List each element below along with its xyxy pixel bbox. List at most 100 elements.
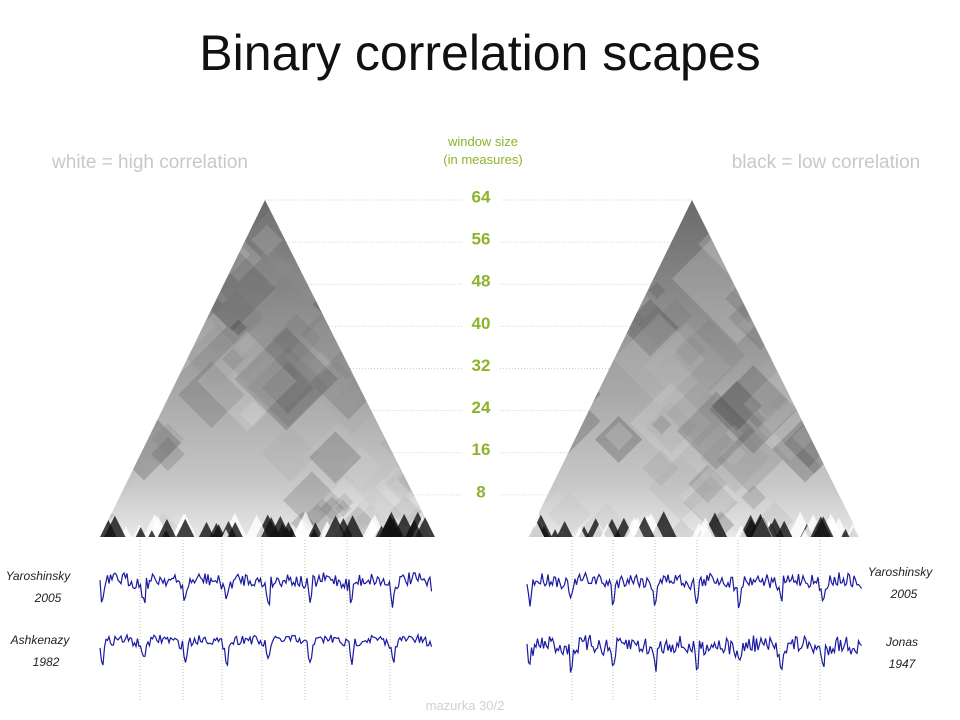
tick-label: 16 — [472, 440, 491, 459]
legend-right: black = low correlation — [732, 152, 921, 173]
texture — [380, 517, 401, 537]
texture — [688, 464, 727, 503]
texture — [221, 529, 230, 537]
footer: mazurka 30/2 — [426, 698, 505, 713]
texture — [157, 518, 176, 537]
texture — [169, 278, 210, 320]
year: 1982 — [33, 655, 60, 669]
texture — [659, 299, 692, 332]
tick-label: 40 — [472, 314, 491, 333]
texture — [247, 346, 329, 428]
texture — [231, 319, 328, 416]
ticks: 64 56 48 40 32 24 16 8 — [462, 186, 500, 505]
texture — [672, 318, 746, 392]
texture — [131, 228, 184, 281]
tick-label: 64 — [472, 187, 491, 206]
texture — [728, 242, 767, 281]
texture — [630, 382, 712, 464]
texture — [113, 250, 141, 277]
texture — [245, 514, 268, 537]
tick-label: 32 — [472, 356, 491, 375]
texture — [537, 269, 596, 328]
texture — [644, 400, 697, 453]
texture — [234, 327, 338, 431]
texture — [699, 423, 770, 494]
texture — [197, 331, 297, 431]
texture — [405, 519, 423, 537]
texture — [355, 491, 377, 513]
texture — [781, 413, 836, 468]
texture — [198, 521, 215, 537]
texture — [813, 403, 860, 470]
texture — [283, 471, 341, 530]
texture — [207, 290, 264, 346]
texture — [544, 345, 569, 370]
texture — [251, 224, 283, 256]
texture — [334, 492, 354, 512]
texture — [309, 351, 333, 375]
texture — [323, 209, 381, 267]
texture — [131, 373, 148, 390]
texture — [613, 313, 706, 406]
tick-label: 48 — [472, 272, 491, 291]
texture — [227, 521, 243, 537]
texture — [261, 361, 314, 414]
texture — [737, 355, 806, 424]
tick-bg — [462, 480, 500, 505]
texture — [375, 381, 420, 426]
scape-right — [527, 200, 860, 537]
texture — [324, 515, 347, 537]
texture — [604, 421, 634, 451]
texture — [527, 271, 616, 380]
texture — [551, 529, 560, 537]
texture — [239, 400, 267, 428]
texture — [403, 433, 431, 461]
texture — [249, 246, 292, 290]
texture — [544, 250, 565, 271]
texture — [719, 440, 746, 467]
texture — [388, 368, 435, 432]
texture — [366, 238, 422, 294]
texture — [309, 431, 362, 484]
texture — [184, 324, 249, 388]
texture — [776, 520, 793, 537]
tick-label: 24 — [472, 398, 491, 417]
texture — [364, 317, 397, 349]
texture — [143, 514, 167, 537]
waveform — [526, 634, 862, 673]
texture — [527, 367, 582, 445]
texture — [372, 214, 435, 280]
texture — [648, 455, 714, 521]
year: 2005 — [890, 587, 918, 601]
texture — [339, 446, 381, 488]
texture — [574, 526, 586, 537]
texture — [148, 529, 156, 537]
texture — [787, 258, 860, 383]
texture — [230, 319, 247, 336]
texture — [178, 361, 245, 429]
texture — [527, 209, 611, 318]
texture — [665, 381, 731, 447]
texture — [674, 334, 706, 366]
texture — [725, 424, 744, 443]
texture — [317, 477, 371, 531]
waveform — [99, 571, 433, 608]
texture — [362, 518, 382, 537]
texture — [300, 422, 374, 496]
texture — [812, 516, 834, 537]
texture — [810, 237, 860, 318]
texture — [527, 479, 548, 502]
texture — [527, 309, 582, 374]
texture — [261, 425, 319, 483]
texture — [100, 237, 134, 304]
texture — [176, 518, 195, 537]
texture — [743, 364, 824, 445]
texture — [698, 522, 713, 537]
performer: Jonas — [885, 635, 918, 649]
scape-left — [100, 200, 435, 537]
texture — [322, 240, 381, 299]
texture — [834, 357, 860, 398]
texture — [135, 526, 146, 537]
texture — [346, 267, 435, 360]
